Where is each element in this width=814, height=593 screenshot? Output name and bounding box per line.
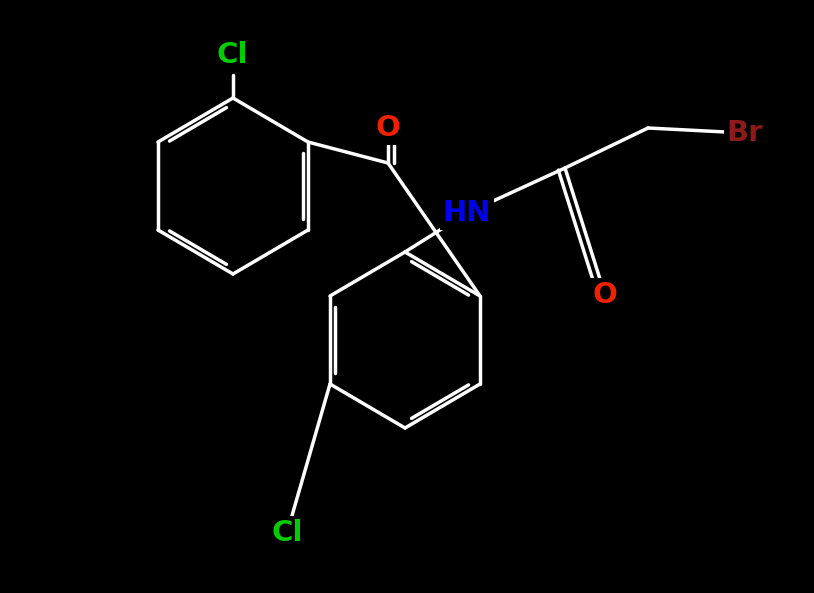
Text: O: O [375,114,400,142]
Text: O: O [593,281,618,309]
Text: Cl: Cl [217,41,247,69]
Text: HN: HN [443,199,492,227]
Text: Br: Br [727,119,764,147]
Text: Cl: Cl [271,519,303,547]
